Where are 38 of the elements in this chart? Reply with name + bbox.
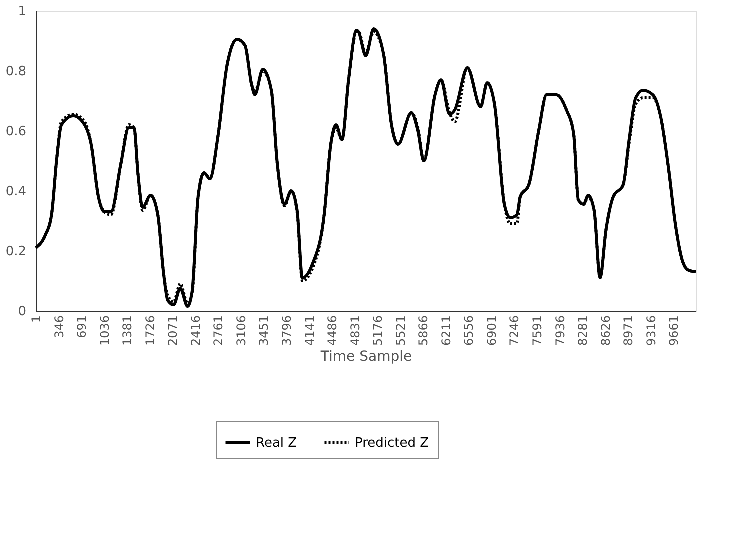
x-tick-label: 7591 bbox=[530, 316, 544, 346]
legend-label: Real Z bbox=[256, 436, 298, 451]
x-tick-label: 9316 bbox=[644, 316, 658, 346]
x-tick-label: 1036 bbox=[98, 316, 112, 346]
y-tick-label: 0.6 bbox=[6, 124, 26, 140]
x-tick-label: 6556 bbox=[462, 316, 476, 346]
x-tick-label: 691 bbox=[75, 316, 90, 338]
x-tick-label: 3451 bbox=[257, 316, 272, 346]
x-tick-label: 5521 bbox=[394, 316, 408, 346]
x-tick-label: 3796 bbox=[280, 316, 294, 346]
y-tick-label: 0.4 bbox=[6, 184, 26, 200]
x-tick-label: 8626 bbox=[598, 316, 613, 346]
x-tick-label: 1 bbox=[30, 316, 44, 324]
x-tick-label: 6901 bbox=[484, 316, 499, 346]
x-tick-label: 2071 bbox=[166, 316, 180, 346]
y-tick-label: 1 bbox=[18, 4, 26, 20]
x-tick-label: 7246 bbox=[508, 316, 522, 346]
x-tick-label: 8971 bbox=[622, 316, 636, 346]
x-axis-title: Time Sample bbox=[320, 349, 412, 366]
x-tick-label: 7936 bbox=[553, 316, 568, 346]
x-tick-label: 5866 bbox=[416, 316, 431, 346]
x-tick-label: 8281 bbox=[576, 316, 590, 346]
y-tick-label: 0.8 bbox=[6, 64, 26, 80]
x-tick-label: 3106 bbox=[234, 316, 248, 346]
x-tick-label: 346 bbox=[52, 316, 66, 338]
x-tick-label: 4141 bbox=[302, 316, 317, 346]
x-tick-label: 4831 bbox=[348, 316, 362, 346]
x-tick-label: 1381 bbox=[120, 316, 135, 346]
y-tick-label: 0.2 bbox=[6, 244, 26, 260]
x-tick-label: 5176 bbox=[371, 316, 386, 346]
x-tick-label: 4486 bbox=[326, 316, 340, 346]
x-tick-label: 6211 bbox=[439, 316, 454, 346]
legend-label: Predicted Z bbox=[355, 436, 430, 451]
x-tick-label: 2761 bbox=[212, 316, 226, 346]
x-tick-label: 1726 bbox=[143, 316, 158, 346]
x-tick-label: 9661 bbox=[667, 316, 682, 346]
y-tick-label: 0 bbox=[18, 304, 26, 320]
x-tick-label: 2416 bbox=[188, 316, 203, 346]
